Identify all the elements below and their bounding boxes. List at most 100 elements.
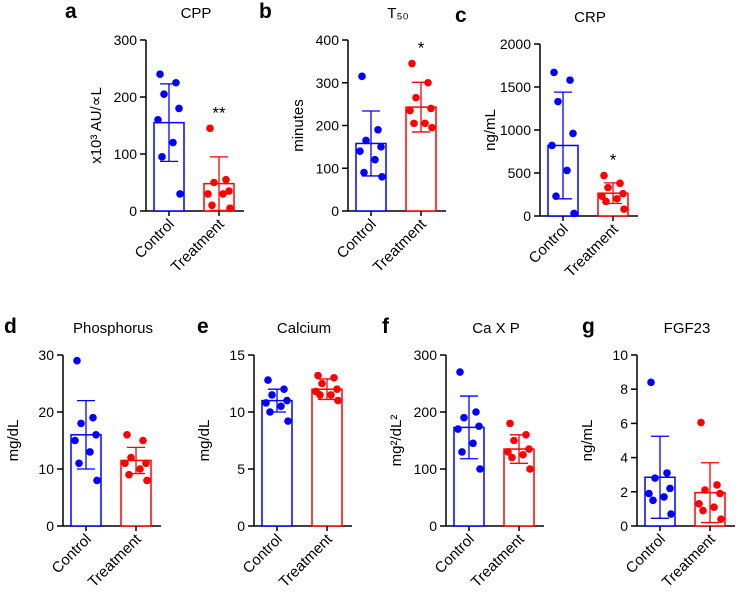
y-axis-label-c: ng/mL xyxy=(482,109,499,151)
panel-letter-a: a xyxy=(65,0,77,23)
data-point-control xyxy=(86,448,94,456)
data-point-treatment xyxy=(604,183,612,192)
data-point-treatment xyxy=(410,119,418,128)
y-tick-label: 0 xyxy=(129,203,137,219)
y-tick-label: 0 xyxy=(620,518,628,534)
y-tick-label: 10 xyxy=(229,404,245,420)
data-point-control xyxy=(666,484,674,493)
data-point-treatment xyxy=(206,124,214,133)
data-point-treatment xyxy=(619,189,627,198)
data-point-treatment xyxy=(519,450,527,459)
data-point-control xyxy=(371,155,379,164)
data-point-control xyxy=(667,510,675,518)
data-point-control xyxy=(154,116,162,124)
data-point-treatment xyxy=(142,459,150,468)
data-point-treatment xyxy=(123,431,131,439)
data-point-treatment xyxy=(316,391,324,399)
y-axis-label-g: ng/mL xyxy=(579,420,596,462)
data-point-control xyxy=(169,138,177,147)
data-point-treatment xyxy=(225,187,233,195)
panel-title-a: CPP xyxy=(181,5,212,22)
data-point-control xyxy=(374,125,382,134)
category-label-control: Control xyxy=(334,216,380,262)
y-tick-label: 10 xyxy=(38,461,54,477)
category-label-control: Control xyxy=(240,531,286,577)
y-tick-label: 0 xyxy=(429,518,437,534)
data-point-control xyxy=(175,104,183,113)
data-point-treatment xyxy=(327,391,335,399)
data-point-control xyxy=(92,431,100,439)
y-tick-label: 6 xyxy=(620,415,628,431)
data-point-treatment xyxy=(412,93,420,102)
data-point-treatment xyxy=(424,78,432,87)
data-point-treatment xyxy=(314,371,322,380)
data-point-control xyxy=(569,129,577,138)
data-point-treatment xyxy=(121,459,129,468)
data-point-control xyxy=(156,70,164,78)
y-tick-label: 300 xyxy=(316,75,340,91)
data-point-treatment xyxy=(613,195,621,203)
data-point-control xyxy=(358,72,366,81)
y-tick-label: 200 xyxy=(114,89,138,105)
data-point-control xyxy=(356,147,364,155)
data-point-control xyxy=(280,385,288,394)
data-point-control xyxy=(277,402,285,411)
data-point-control xyxy=(176,190,184,198)
data-point-control xyxy=(268,391,276,399)
data-point-control xyxy=(649,496,657,505)
data-point-control xyxy=(458,448,466,456)
data-point-treatment xyxy=(526,465,534,473)
data-point-control xyxy=(71,436,79,445)
data-point-treatment xyxy=(600,171,608,180)
data-point-control xyxy=(469,439,477,448)
panel-title-d: Phosphorus xyxy=(73,320,153,337)
data-point-control xyxy=(460,413,468,422)
data-point-control xyxy=(663,469,671,477)
category-label-treatment: Treatment xyxy=(370,215,431,276)
data-point-treatment xyxy=(127,453,135,462)
data-point-control xyxy=(550,68,558,77)
data-point-control xyxy=(89,413,97,422)
data-point-treatment xyxy=(222,175,230,184)
y-axis-label-d: mg/dL xyxy=(5,420,22,462)
data-point-control xyxy=(660,493,668,501)
data-point-treatment xyxy=(421,119,429,128)
data-point-control xyxy=(454,425,462,433)
significance-marker: ** xyxy=(212,103,226,122)
y-tick-label: 30 xyxy=(38,347,54,363)
data-point-treatment xyxy=(616,179,624,188)
data-point-treatment xyxy=(717,515,725,523)
panel-title-e: Calcium xyxy=(277,320,331,337)
y-tick-label: 300 xyxy=(414,347,438,363)
data-point-treatment xyxy=(699,506,707,515)
y-tick-label: 1500 xyxy=(500,79,531,95)
data-point-treatment xyxy=(701,486,709,494)
data-point-treatment xyxy=(204,190,212,198)
data-point-control xyxy=(283,396,291,405)
data-point-control xyxy=(172,78,180,87)
data-point-control xyxy=(472,408,480,416)
significance-marker: * xyxy=(418,39,425,58)
panel-title-f: Ca X P xyxy=(472,320,520,337)
panel-title-g: FGF23 xyxy=(664,320,711,337)
data-point-control xyxy=(266,408,274,416)
y-tick-label: 10 xyxy=(612,347,628,363)
y-tick-label: 0 xyxy=(237,518,245,534)
data-point-treatment xyxy=(318,379,326,388)
data-point-treatment xyxy=(508,453,516,462)
data-point-treatment xyxy=(695,499,703,508)
panel-letter-e: e xyxy=(197,315,209,338)
data-point-treatment xyxy=(716,489,724,498)
data-point-treatment xyxy=(602,197,610,206)
category-label-treatment: Treatment xyxy=(168,215,229,276)
y-tick-label: 100 xyxy=(114,146,138,162)
data-point-control xyxy=(563,166,571,175)
data-point-control xyxy=(93,476,101,485)
data-point-treatment xyxy=(504,448,512,456)
data-point-control xyxy=(262,399,270,407)
panel-title-b: T₅₀ xyxy=(387,5,408,22)
y-tick-label: 400 xyxy=(316,32,340,48)
data-point-treatment xyxy=(334,396,342,405)
